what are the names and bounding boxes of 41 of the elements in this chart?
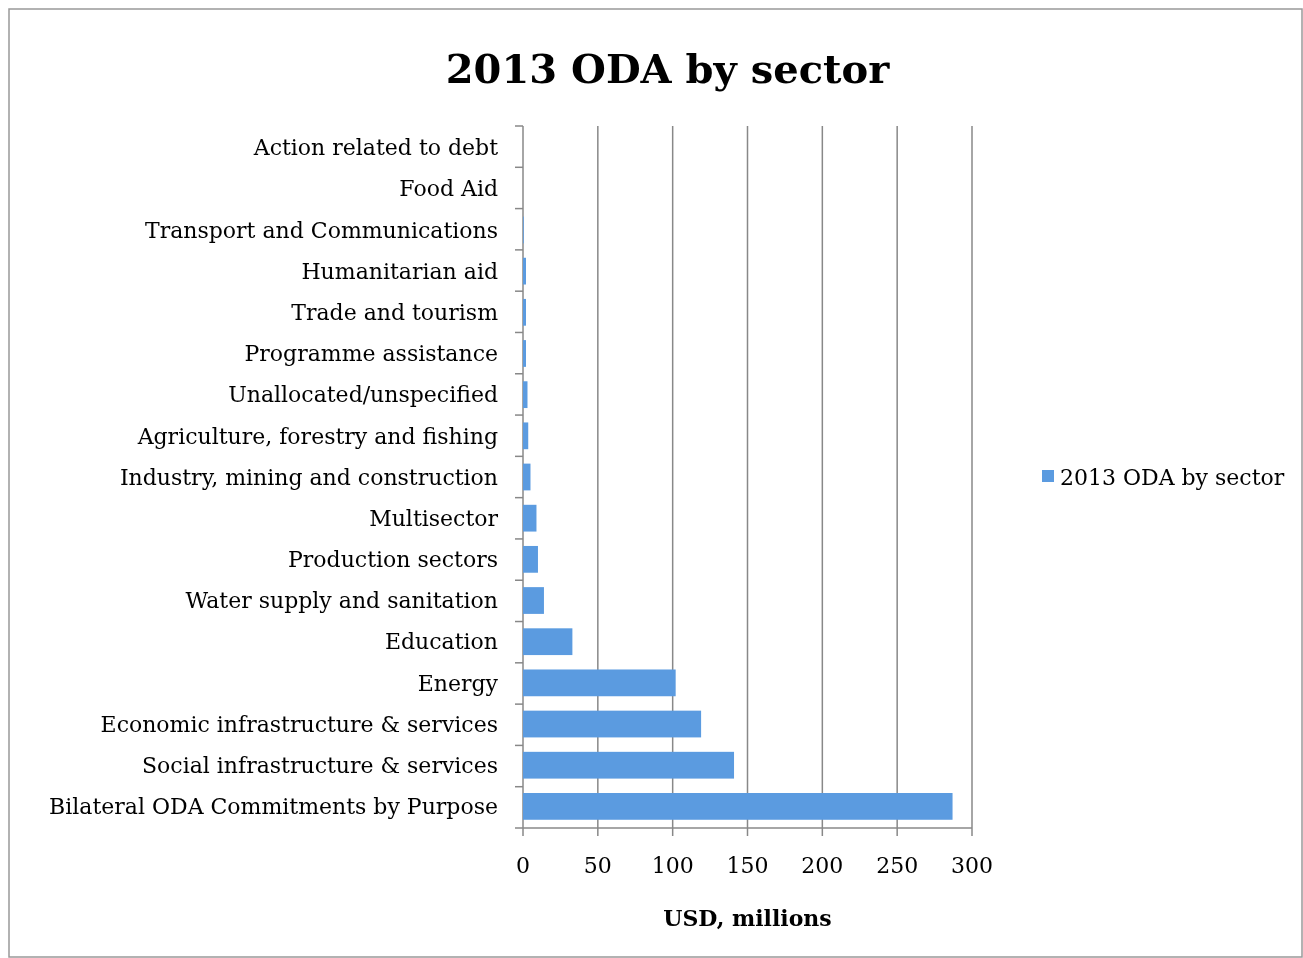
bar bbox=[523, 504, 537, 532]
y-tick-label: Production sectors bbox=[288, 547, 498, 573]
bar bbox=[523, 669, 676, 697]
bar bbox=[523, 422, 529, 450]
y-tick-label: Action related to debt bbox=[252, 135, 499, 161]
y-tick-label: Trade and tourism bbox=[291, 300, 499, 326]
y-tick-label: Programme assistance bbox=[244, 341, 498, 367]
y-tick-label: Energy bbox=[417, 670, 499, 696]
bar bbox=[523, 628, 573, 656]
bar bbox=[523, 381, 528, 409]
legend-label: 2013 ODA by sector bbox=[1060, 464, 1285, 490]
bar bbox=[523, 751, 735, 779]
bar bbox=[523, 463, 531, 491]
y-tick-label: Bilateral ODA Commitments by Purpose bbox=[49, 794, 498, 820]
y-tick-label: Transport and Communications bbox=[145, 217, 498, 243]
bar bbox=[523, 793, 953, 820]
y-tick-label: Industry, mining and construction bbox=[119, 464, 498, 490]
x-tick-label: 200 bbox=[801, 853, 844, 878]
y-tick-label: Social infrastructure & services bbox=[142, 752, 498, 778]
bar bbox=[523, 298, 526, 326]
y-tick-label: Food Aid bbox=[399, 176, 498, 202]
x-tick-label: 250 bbox=[876, 853, 919, 878]
y-tick-label: Water supply and sanitation bbox=[185, 588, 498, 614]
bar bbox=[523, 710, 702, 738]
y-tick-label: Economic infrastructure & services bbox=[100, 711, 498, 737]
bar bbox=[523, 340, 526, 367]
x-tick-label: 0 bbox=[516, 853, 530, 878]
y-tick-label: Humanitarian aid bbox=[301, 258, 498, 284]
x-tick-label: 300 bbox=[951, 853, 993, 878]
bar bbox=[523, 257, 526, 285]
y-tick-label: Unallocated/unspecified bbox=[228, 382, 498, 408]
x-axis-title: USD, millions bbox=[663, 905, 832, 931]
y-tick-label: Agriculture, forestry and fishing bbox=[136, 423, 498, 449]
x-tick-label: 50 bbox=[583, 853, 612, 878]
x-tick-label: 100 bbox=[651, 853, 694, 878]
bar bbox=[523, 587, 544, 614]
y-tick-label: Education bbox=[384, 629, 498, 655]
chart-title: 2013 ODA by sector bbox=[445, 45, 891, 92]
bar bbox=[523, 545, 538, 573]
x-tick-label: 150 bbox=[726, 853, 769, 878]
y-tick-label: Multisector bbox=[369, 505, 499, 531]
